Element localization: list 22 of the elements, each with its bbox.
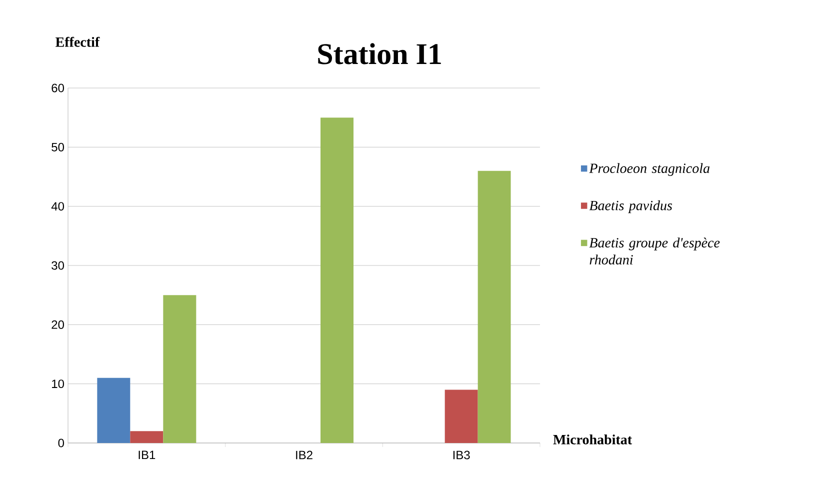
x-tick-label: IB1 <box>138 450 156 460</box>
bar <box>130 431 164 443</box>
y-tick-label: 0 <box>58 438 64 448</box>
legend-label: Baetis groupe d'espèce rhodani <box>589 238 720 264</box>
y-tick-label: 20 <box>52 320 64 329</box>
y-axis-title: Effectif <box>56 36 100 47</box>
y-tick-label: 30 <box>52 261 64 270</box>
y-tick-label: 60 <box>52 84 64 92</box>
x-axis-title: Microhabitat <box>553 434 632 444</box>
bar <box>444 390 478 443</box>
bar <box>163 295 196 443</box>
bar <box>97 378 130 443</box>
bar <box>478 170 511 443</box>
y-tick-label: 50 <box>52 142 64 152</box>
chart-title: Station I1 <box>318 43 441 64</box>
y-tick-label: 40 <box>51 202 64 211</box>
x-tick-label: IB2 <box>296 450 312 460</box>
legend-label: Baetis pavidus <box>589 200 672 214</box>
y-tick-label: 10 <box>52 380 64 388</box>
legend-label: Procloeon stagnicola <box>589 163 710 176</box>
x-tick-label: IB3 <box>453 450 470 460</box>
bar <box>320 118 354 443</box>
